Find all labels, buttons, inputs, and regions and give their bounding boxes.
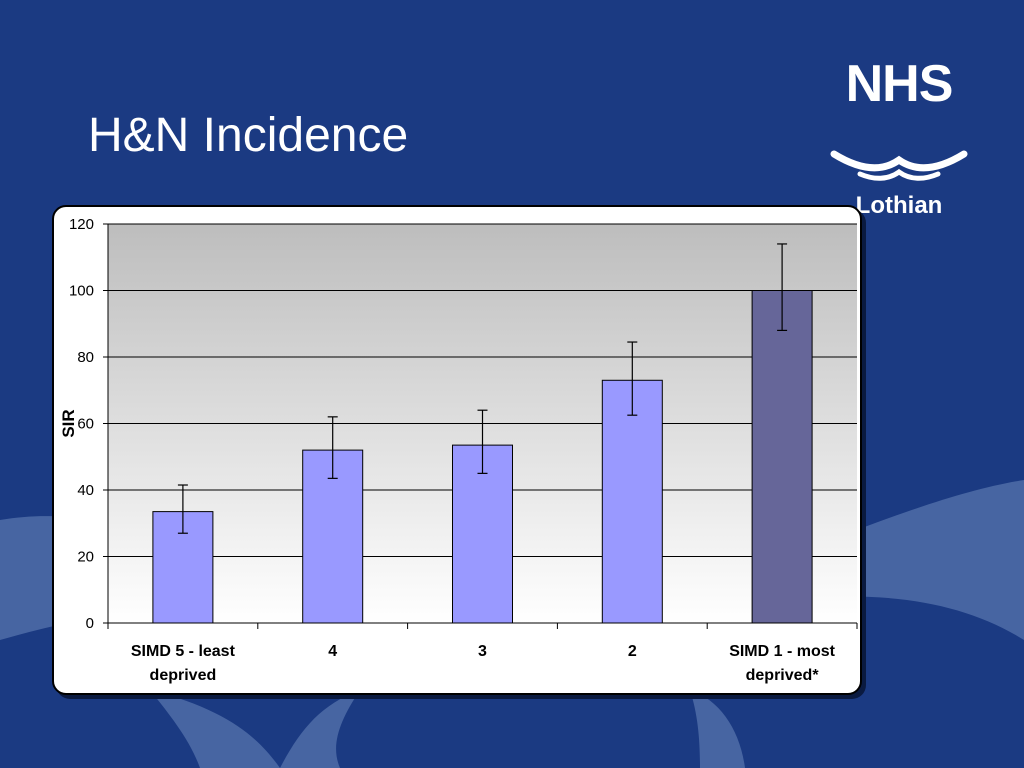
bar [452,444,513,624]
y-tick-label: 60 [77,416,94,433]
bar-chart: 0 20 40 60 80 100 120 SIR SIMD 5 - least deprived… [59,216,858,684]
x-tick-label: SIMD 5 - least [131,643,236,660]
y-tick-label: 100 [69,283,94,300]
x-tick-label: deprived [150,667,217,684]
y-axis-label: SIR [59,409,78,437]
chart-panel: 0 20 40 60 80 100 120 SIR SIMD 5 - least deprived… [52,205,862,695]
nhs-lothian-logo: NHS Lothian [826,55,972,219]
x-tick-label: SIMD 1 - most [729,643,835,660]
x-tick-label: deprived* [746,667,820,684]
y-tick-label: 0 [86,615,94,632]
y-tick-label: 40 [77,482,94,499]
x-tick-label: 4 [328,643,337,660]
y-tick-label: 120 [69,216,94,233]
logo-subtitle: Lothian [855,192,943,219]
logo-wordmark: NHS [845,55,954,113]
bar [751,290,813,624]
x-tick-label: 2 [628,643,637,660]
logo-waves-icon [830,150,968,181]
slide-title: H&N Incidence [88,109,409,162]
x-tick-label: 3 [478,643,487,660]
y-tick-label: 20 [77,549,94,566]
bar [601,379,663,624]
y-tick-label: 80 [77,349,94,366]
